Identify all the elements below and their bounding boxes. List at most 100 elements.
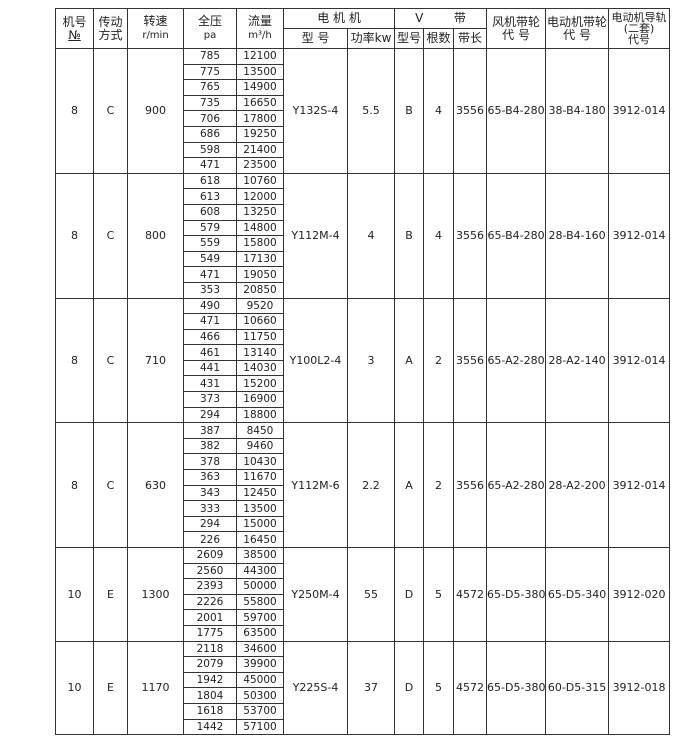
pressure: 382	[183, 437, 237, 455]
flow: 21400	[236, 141, 284, 159]
header-no: 机号 №	[55, 8, 94, 49]
header-motor-power: 功率kw	[346, 28, 396, 49]
flow: 18800	[236, 406, 284, 424]
motor-model: Y132S-4	[283, 48, 348, 174]
header-drive: 传动 方式	[93, 8, 128, 49]
header-motor-pulley: 电动机带轮代 号	[545, 8, 610, 49]
pressure: 441	[183, 359, 237, 377]
motor-model: Y112M-4	[283, 172, 348, 299]
flow: 16650	[236, 94, 284, 112]
pressure: 1942	[183, 671, 237, 689]
motor-power: 3	[346, 297, 396, 424]
flow: 34600	[236, 640, 284, 658]
fan-pulley-code: 65-A2-280	[486, 422, 547, 548]
belt-model: D	[394, 547, 425, 642]
flow: 9460	[236, 437, 284, 455]
table-row: 559 15800	[56, 235, 670, 252]
flow: 12000	[236, 188, 284, 205]
motor-model: Y225S-4	[283, 640, 348, 736]
fan-spec-table: 机号 № 传动 方式 转速 r/min 全压 pa 流量 m³/h 电 机 机 V 带 风…	[55, 8, 671, 736]
pressure: 461	[183, 344, 237, 361]
pressure: 1442	[183, 718, 237, 736]
flow: 19050	[236, 266, 284, 283]
flow: 10430	[236, 453, 284, 471]
belt-count: 4	[423, 48, 455, 174]
flow: 63500	[236, 624, 284, 642]
rail-code: 3912-018	[608, 640, 671, 736]
flow: 50000	[236, 578, 284, 595]
rail-code: 3912-014	[608, 297, 671, 424]
motor-pulley-code: 28-B4-160	[545, 172, 610, 299]
rail-code: 3912-014	[608, 422, 671, 548]
flow: 38500	[236, 547, 284, 564]
fan-pulley-code: 65-A2-280	[486, 297, 547, 424]
pressure: 353	[183, 281, 237, 299]
speed: 800	[127, 172, 184, 299]
belt-model: D	[394, 640, 425, 736]
pressure: 765	[183, 79, 237, 96]
table-row: 686 19250	[56, 125, 670, 143]
motor-pulley-code: 65-D5-340	[545, 547, 610, 642]
table-row: 471 23500	[56, 157, 670, 174]
belt-length: 3556	[453, 48, 488, 174]
table-row: 431 15200	[56, 375, 670, 393]
fan-no: 10	[55, 640, 94, 736]
table-row: 441 14030	[56, 359, 670, 377]
flow: 11670	[236, 469, 284, 486]
motor-power: 2.2	[346, 422, 396, 548]
table-row: 608 13250	[56, 203, 670, 221]
pressure: 2226	[183, 593, 237, 611]
motor-model: Y250M-4	[283, 547, 348, 642]
drive-type: E	[93, 640, 128, 736]
flow: 15000	[236, 515, 284, 533]
table-row: 598 21400	[56, 141, 670, 159]
pressure: 431	[183, 375, 237, 393]
fan-no: 8	[55, 172, 94, 299]
flow: 9520	[236, 297, 284, 315]
flow: 15800	[236, 235, 284, 252]
belt-length: 3556	[453, 172, 488, 299]
motor-pulley-code: 38-B4-180	[545, 48, 610, 174]
pressure: 378	[183, 453, 237, 471]
pressure: 608	[183, 203, 237, 221]
flow: 17130	[236, 250, 284, 268]
table-row: 2393 50000	[56, 578, 670, 595]
header-pressure: 全压 pa	[183, 8, 237, 49]
table-row: 343 12450	[56, 484, 670, 502]
pressure: 226	[183, 531, 237, 548]
pressure: 686	[183, 125, 237, 143]
belt-model: B	[394, 48, 425, 174]
pressure: 598	[183, 141, 237, 159]
belt-model: A	[394, 297, 425, 424]
belt-model: B	[394, 172, 425, 299]
table-row: 613 12000	[56, 188, 670, 205]
pressure: 1775	[183, 624, 237, 642]
header-speed: 转速 r/min	[127, 8, 184, 49]
pressure: 559	[183, 235, 237, 252]
rail-code: 3912-020	[608, 547, 671, 642]
table-body: 8 C 900 785 12100 Y132S-4 5.5 B 4 3556 65-B4-280 38…	[55, 48, 671, 736]
flow: 16450	[236, 531, 284, 548]
table-row: 2079 39900	[56, 656, 670, 673]
motor-pulley-code: 60-D5-315	[545, 640, 610, 736]
pressure: 618	[183, 172, 237, 190]
motor-power: 37	[346, 640, 396, 736]
flow: 13140	[236, 344, 284, 361]
header-motor-model: 型 号	[283, 28, 348, 49]
pressure: 471	[183, 266, 237, 283]
flow: 59700	[236, 609, 284, 626]
fan-pulley-code: 65-B4-280	[486, 48, 547, 174]
motor-power: 55	[346, 547, 396, 642]
pressure: 343	[183, 484, 237, 502]
flow: 8450	[236, 422, 284, 439]
flow: 14030	[236, 359, 284, 377]
belt-length: 4572	[453, 640, 488, 736]
fan-no: 10	[55, 547, 94, 642]
table-row: 461 13140	[56, 344, 670, 361]
table-row: 373 16900	[56, 391, 670, 408]
table-row: 2560 44300	[56, 562, 670, 580]
drive-type: C	[93, 297, 128, 424]
flow: 17800	[236, 110, 284, 127]
flow: 13250	[236, 203, 284, 221]
drive-type: C	[93, 172, 128, 299]
